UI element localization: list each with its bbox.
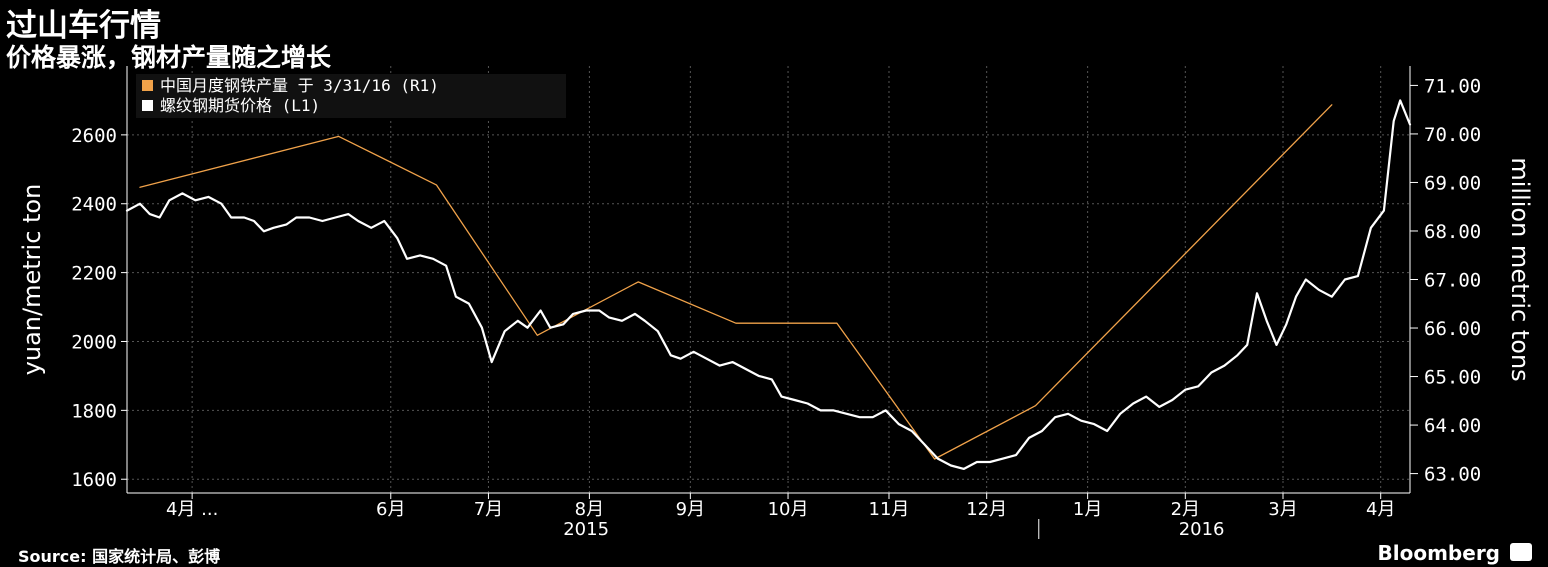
x-tick-label: 4月 ...: [166, 499, 218, 520]
bloomberg-logo-icon: [1510, 543, 1532, 561]
y-left-tick-label: 2600: [71, 125, 117, 147]
y-right-tick-label: 69.00: [1424, 172, 1481, 194]
x-tick-label: 3月: [1268, 499, 1297, 520]
legend-label-price: 螺纹钢期货价格 (L1): [160, 96, 320, 115]
x-tick-label: 11月: [869, 499, 910, 520]
x-tick-label: 10月: [768, 499, 809, 520]
x-tick-label: 12月: [966, 499, 1007, 520]
y-right-axis-title: million metric tons: [1506, 157, 1534, 381]
legend-swatch-price: [142, 100, 153, 111]
axes-layer: 4月 ... 6月 7月 8月 9月 10月 11月 12月 1月 2月 3月 4月 1600 1800 2…: [18, 66, 1534, 540]
x-year-label: 2016: [1179, 519, 1225, 540]
x-tick-label: 9月: [676, 499, 705, 520]
x-tick-label: 6月: [376, 499, 405, 520]
y-left-axis-title: yuan/metric ton: [18, 184, 46, 376]
y-left-tick-label: 2200: [71, 263, 117, 285]
x-year-label: 2015: [563, 519, 609, 540]
source-note: Source: 国家统计局、彭博: [18, 547, 221, 566]
y-left-tick-label: 1600: [71, 469, 117, 491]
legend: 中国月度钢铁产量 于 3/31/16 (R1) 螺纹钢期货价格 (L1): [136, 74, 566, 118]
y-right-tick-label: 71.00: [1424, 75, 1481, 97]
series-layer: [125, 99, 1412, 470]
y-right-tick-label: 64.00: [1424, 415, 1481, 437]
brand-label: Bloomberg: [1377, 541, 1500, 565]
chart-subtitle: 价格暴涨，钢材产量随之增长: [6, 43, 332, 72]
x-tick-label: 1月: [1073, 499, 1102, 520]
x-tick-label: 8月: [575, 499, 604, 520]
y-right-tick-label: 65.00: [1424, 367, 1481, 389]
legend-label-output: 中国月度钢铁产量 于 3/31/16 (R1): [160, 76, 439, 95]
chart-title: 过山车行情: [6, 8, 161, 44]
x-tick-label: 4月: [1366, 499, 1395, 520]
legend-swatch-output: [142, 80, 153, 91]
x-tick-label: 2月: [1171, 499, 1200, 520]
legend-background: [136, 74, 566, 118]
y-right-tick-label: 66.00: [1424, 318, 1481, 340]
y-right-tick-label: 70.00: [1424, 124, 1481, 146]
y-left-tick-label: 2000: [71, 331, 117, 353]
y-right-tick-label: 68.00: [1424, 221, 1481, 243]
series-line-steel-output: [139, 104, 1333, 460]
x-tick-label: 7月: [474, 499, 503, 520]
y-right-tick-label: 63.00: [1424, 464, 1481, 486]
y-right-tick-label: 67.00: [1424, 270, 1481, 292]
grid-layer: [127, 66, 1410, 493]
y-left-tick-label: 2400: [71, 194, 117, 216]
series-line-rebar-price: [125, 99, 1412, 470]
y-left-tick-label: 1800: [71, 400, 117, 422]
